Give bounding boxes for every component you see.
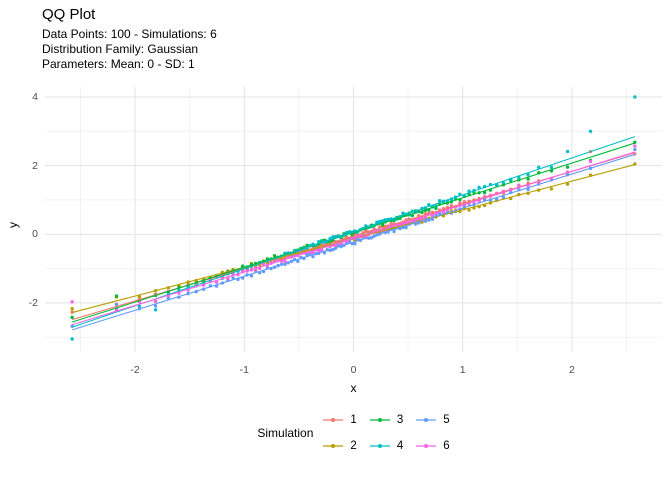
legend-key-icon xyxy=(369,444,390,448)
data-point-sim-2 xyxy=(467,208,471,212)
legend-key-point xyxy=(424,444,429,448)
data-point-sim-4 xyxy=(633,95,637,99)
data-point-sim-4 xyxy=(70,337,74,341)
legend-key-point xyxy=(331,444,336,448)
legend-item-sim-6: 6 xyxy=(415,440,450,452)
legend-item-label: 4 xyxy=(396,440,404,452)
legend-items: 1 2 3 4 5 6 xyxy=(322,407,450,459)
data-point-sim-2 xyxy=(565,182,570,186)
data-point-sim-5 xyxy=(347,239,352,244)
data-point-sim-3 xyxy=(114,294,119,298)
x-tick-label: 0 xyxy=(350,364,357,376)
data-point-sim-4 xyxy=(588,129,593,133)
data-point-sim-6 xyxy=(214,280,219,284)
data-point-sim-6 xyxy=(153,299,158,304)
data-point-sim-4 xyxy=(549,165,554,170)
legend-key-point xyxy=(331,418,336,422)
x-tick-label: -1 xyxy=(239,364,249,376)
data-point-sim-4 xyxy=(317,239,321,244)
qq-line-sim-4 xyxy=(71,136,636,328)
y-tick-label: -2 xyxy=(28,296,38,309)
x-tick-label: -2 xyxy=(130,364,140,376)
data-point-sim-6 xyxy=(588,159,593,164)
legend-item-sim-4: 4 xyxy=(369,440,403,452)
qq-line-sim-3 xyxy=(71,142,636,323)
legend-item-sim-3: 3 xyxy=(369,414,403,426)
data-point-sim-3 xyxy=(272,254,277,258)
subtitle-line-3: Parameters: Mean: 0 - SD: 1 xyxy=(42,57,195,71)
plot-subtitle: Data Points: 100 - Simulations: 6 Distri… xyxy=(42,27,217,72)
data-point-sim-4 xyxy=(565,149,570,154)
data-point-sim-5 xyxy=(392,229,396,234)
legend-key-icon xyxy=(416,418,437,422)
y-axis-title: y xyxy=(6,222,20,228)
qq-line-sim-6 xyxy=(72,151,635,326)
data-point-sim-5 xyxy=(231,276,235,280)
data-point-sim-3 xyxy=(70,315,74,320)
data-point-sim-5 xyxy=(311,254,315,259)
data-point-sim-4 xyxy=(437,199,442,203)
legend-item-sim-2: 2 xyxy=(322,440,357,452)
data-point-sim-5 xyxy=(633,147,637,152)
data-point-sim-3 xyxy=(482,190,487,195)
plot-title: QQ Plot xyxy=(42,6,96,23)
data-point-sim-6 xyxy=(283,259,287,264)
legend-key-point xyxy=(377,444,382,448)
data-point-sim-4 xyxy=(536,165,541,170)
y-tick-label: 2 xyxy=(32,159,38,172)
qq-line-sim-5 xyxy=(72,153,635,331)
legend-title: Simulation xyxy=(257,426,314,440)
data-point-sim-3 xyxy=(410,213,415,218)
legend-key-point xyxy=(377,418,382,422)
legend-key-icon xyxy=(323,418,344,422)
legend-item-sim-5: 5 xyxy=(415,414,450,426)
data-point-sim-2 xyxy=(70,307,74,311)
legend: Simulation 1 2 3 4 5 6 xyxy=(45,407,662,459)
data-point-sim-4 xyxy=(477,185,481,190)
data-point-sim-5 xyxy=(296,259,300,264)
data-point-sim-5 xyxy=(353,241,357,246)
data-point-sim-6 xyxy=(317,249,321,253)
data-point-sim-4 xyxy=(153,308,158,312)
data-point-sim-3 xyxy=(526,177,530,181)
subtitle-line-1: Data Points: 100 - Simulations: 6 xyxy=(42,27,217,41)
data-point-sim-1 xyxy=(364,228,368,233)
x-axis-title: x xyxy=(350,381,357,395)
legend-item-sim-1: 1 xyxy=(322,414,357,426)
legend-item-label: 1 xyxy=(350,414,357,426)
legend-item-label: 3 xyxy=(396,414,404,426)
legend-key-point xyxy=(424,418,429,422)
data-point-sim-2 xyxy=(549,187,554,191)
x-tick-label: 1 xyxy=(459,364,466,376)
data-point-sim-4 xyxy=(401,211,405,215)
y-tick-label: 4 xyxy=(32,90,38,103)
data-point-sim-5 xyxy=(249,274,254,278)
legend-item-label: 6 xyxy=(443,440,450,452)
data-point-sim-5 xyxy=(114,302,119,307)
plot-panel xyxy=(45,87,662,352)
subtitle-line-2: Distribution Family: Gaussian xyxy=(42,42,199,56)
data-point-sim-3 xyxy=(434,206,438,211)
data-point-sim-4 xyxy=(331,235,335,239)
data-point-sim-5 xyxy=(153,304,158,308)
legend-item-label: 5 xyxy=(443,414,450,426)
data-point-sim-3 xyxy=(565,165,570,169)
y-tick-label: 0 xyxy=(32,228,38,241)
data-point-sim-3 xyxy=(305,243,309,248)
data-point-sim-2 xyxy=(137,294,142,299)
data-point-sim-6 xyxy=(70,300,74,304)
data-point-sim-5 xyxy=(404,225,408,230)
legend-key-icon xyxy=(369,418,390,422)
data-point-sim-6 xyxy=(333,243,338,248)
legend-key-icon xyxy=(323,444,344,448)
data-point-sim-4 xyxy=(526,172,530,177)
x-tick-label: 2 xyxy=(568,364,575,376)
data-point-sim-6 xyxy=(633,144,637,148)
legend-item-label: 2 xyxy=(350,440,357,452)
legend-key-icon xyxy=(416,444,437,448)
